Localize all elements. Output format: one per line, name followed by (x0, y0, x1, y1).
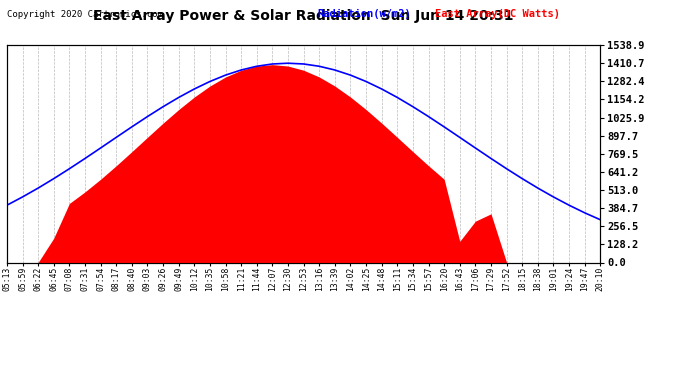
Text: Radiation(w/m2): Radiation(w/m2) (317, 9, 411, 19)
Title: East Array Power & Solar Radiation  Sun Jun 14 20:31: East Array Power & Solar Radiation Sun J… (93, 9, 514, 23)
Text: Copyright 2020 Cartronics.com: Copyright 2020 Cartronics.com (7, 10, 163, 19)
Text: East Array(DC Watts): East Array(DC Watts) (435, 9, 560, 19)
